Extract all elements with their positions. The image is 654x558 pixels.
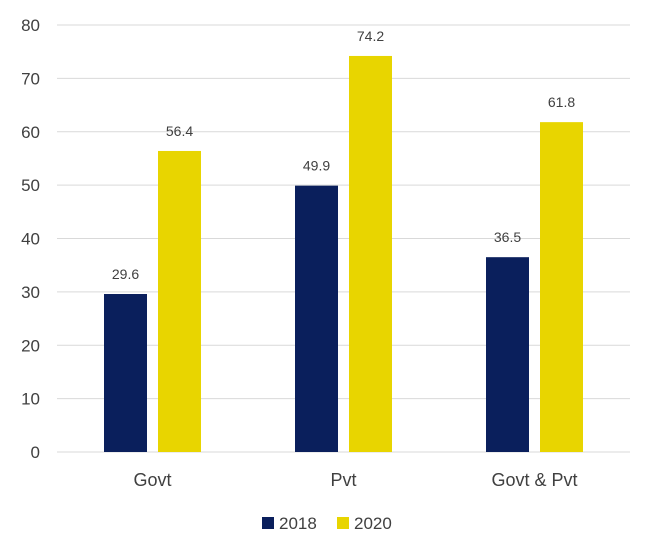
legend-label: 2018: [279, 514, 317, 533]
gridlines: [57, 24, 630, 453]
legend-swatch: [337, 517, 349, 529]
x-category-label: Govt: [133, 470, 171, 490]
y-tick-label: 0: [31, 443, 40, 462]
data-label: 29.6: [112, 266, 139, 282]
y-tick-label: 10: [21, 390, 40, 409]
y-tick-label: 30: [21, 283, 40, 302]
legend-label: 2020: [354, 514, 392, 533]
bar-2018-pvt: [295, 185, 338, 452]
x-axis-categories: Govt Pvt Govt & Pvt: [133, 470, 577, 490]
bar-2018-govt-pvt: [486, 257, 529, 452]
y-tick-label: 50: [21, 176, 40, 195]
x-category-label: Govt & Pvt: [491, 470, 577, 490]
data-label: 61.8: [548, 94, 575, 110]
data-label: 49.9: [303, 158, 330, 174]
y-tick-label: 70: [21, 69, 40, 88]
bar-2020-govt: [158, 150, 201, 452]
x-category-label: Pvt: [330, 470, 356, 490]
data-label: 56.4: [166, 123, 193, 139]
legend-swatch: [262, 517, 274, 529]
bar-2018-govt: [104, 294, 147, 452]
y-tick-label: 80: [21, 16, 40, 35]
legend: 2018 2020: [262, 514, 392, 533]
bars: [104, 55, 583, 453]
data-label: 74.2: [357, 28, 384, 44]
y-tick-label: 20: [21, 336, 40, 355]
y-axis-ticks: 0 10 20 30 40 50 60 70 80: [21, 16, 40, 462]
bar-2020-pvt: [349, 55, 392, 453]
y-tick-label: 40: [21, 230, 40, 249]
data-label: 36.5: [494, 229, 521, 245]
bar-2020-govt-pvt: [540, 122, 583, 452]
data-labels: 29.6 56.4 49.9 74.2 36.5 61.8: [112, 28, 575, 282]
y-tick-label: 60: [21, 123, 40, 142]
